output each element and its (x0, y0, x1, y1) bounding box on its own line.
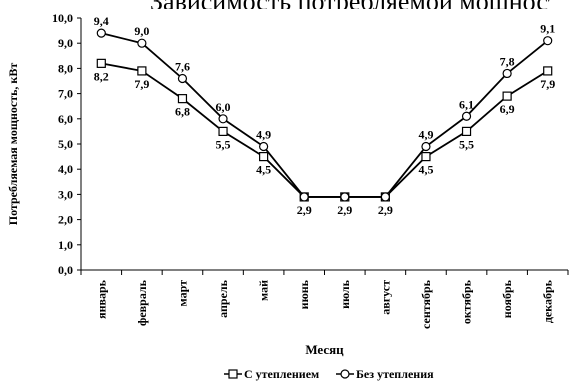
data-point (421, 141, 431, 152)
x-tick-label: декабрь (541, 279, 555, 323)
data-point (259, 141, 269, 152)
x-tick-label: январь (94, 279, 108, 319)
data-label: 7,9 (134, 77, 149, 91)
y-tick-label: 0,0 (58, 263, 73, 277)
y-tick-label: 6,0 (58, 112, 73, 126)
series-line-1 (101, 62, 549, 198)
legend-marker (340, 369, 350, 379)
data-point (380, 192, 390, 202)
y-tick-label: 2,0 (58, 213, 73, 227)
data-label: 5,5 (459, 137, 474, 151)
y-tick-label: 4,0 (58, 162, 73, 176)
x-tick-label: февраль (135, 279, 149, 326)
data-label: 2,9 (337, 203, 352, 217)
data-point (137, 38, 147, 48)
data-label: 5,5 (216, 137, 231, 151)
data-point (137, 66, 147, 76)
y-tick-label: 9,0 (58, 36, 73, 50)
data-point (461, 111, 472, 121)
legend-label: Без утепления (356, 367, 434, 381)
data-point (543, 66, 553, 76)
x-tick-label: июнь (297, 279, 311, 309)
data-point (461, 126, 472, 137)
y-tick-label: 10,0 (52, 11, 73, 25)
data-point (218, 126, 228, 137)
data-label: 4,5 (256, 163, 271, 177)
y-tick-label: 8,0 (58, 61, 73, 75)
x-axis-title: Месяц (305, 342, 344, 357)
data-point (218, 114, 228, 124)
data-label: 9,0 (134, 24, 149, 38)
x-tick-label: март (175, 280, 189, 307)
y-tick-label: 5,0 (58, 137, 73, 151)
x-tick-label: апрель (216, 279, 230, 317)
data-label: 4,9 (256, 128, 271, 142)
data-point (421, 152, 431, 162)
data-point (177, 94, 188, 104)
data-label: 9,1 (540, 22, 555, 36)
data-label: 6,0 (216, 100, 231, 114)
data-label: 7,8 (500, 54, 515, 68)
data-point (502, 68, 512, 79)
data-point (299, 192, 309, 202)
x-tick-label: ноябрь (500, 279, 514, 318)
data-point (502, 91, 512, 101)
y-axis-title: Потребляемая мощность, кВт (6, 63, 20, 226)
legend-marker (228, 369, 238, 379)
data-label: 2,9 (297, 203, 312, 217)
x-tick-label: сентябрь (419, 279, 433, 329)
data-point (340, 192, 350, 202)
series-line-2 (101, 32, 549, 198)
data-label: 6,1 (459, 97, 474, 111)
data-point (96, 28, 106, 38)
y-tick-label: 7,0 (58, 87, 73, 101)
data-label: 2,9 (378, 203, 393, 217)
chart-header-fragment: Зависимость потребляемой мощности (150, 0, 550, 9)
data-label: 4,5 (418, 163, 433, 177)
data-label: 4,9 (418, 128, 433, 142)
data-point (177, 73, 188, 84)
legend-label: С утеплением (244, 367, 319, 381)
x-tick-label: май (257, 280, 271, 301)
y-tick-label: 1,0 (58, 238, 73, 252)
x-tick-label: август (378, 280, 392, 315)
data-label: 9,4 (94, 14, 109, 28)
data-label: 8,2 (94, 69, 109, 83)
data-label: 7,9 (540, 77, 555, 91)
y-tick-label: 3,0 (58, 187, 73, 201)
data-label: 7,6 (175, 59, 190, 73)
data-point (96, 58, 106, 68)
data-label: 6,9 (500, 102, 515, 116)
x-tick-label: июль (338, 279, 352, 309)
data-point (259, 152, 269, 162)
x-tick-label: октябрь (460, 279, 474, 324)
data-point (543, 36, 553, 46)
data-label: 6,8 (175, 105, 190, 119)
